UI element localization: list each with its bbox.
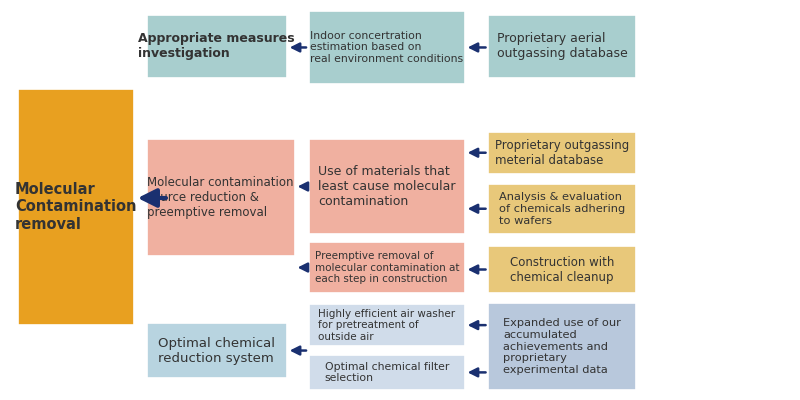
Text: Appropriate measures
investigation: Appropriate measures investigation (138, 32, 295, 60)
Text: Analysis & evaluation
of chemicals adhering
to wafers: Analysis & evaluation of chemicals adher… (499, 192, 626, 226)
Text: Expanded use of our
accumulated
achievements and
proprietary
experimental data: Expanded use of our accumulated achievem… (503, 318, 622, 375)
Text: Construction with
chemical cleanup: Construction with chemical cleanup (510, 256, 614, 284)
Text: Optimal chemical
reduction system: Optimal chemical reduction system (158, 336, 275, 364)
Text: Proprietary outgassing
meterial database: Proprietary outgassing meterial database (495, 139, 630, 167)
FancyBboxPatch shape (489, 303, 637, 390)
Text: Use of materials that
least cause molecular
contamination: Use of materials that least cause molecu… (318, 165, 455, 208)
FancyBboxPatch shape (18, 89, 134, 325)
Text: Preemptive removal of
molecular contamination at
each step in construction: Preemptive removal of molecular contamin… (314, 251, 459, 284)
FancyBboxPatch shape (489, 184, 637, 234)
Text: Proprietary aerial
outgassing database: Proprietary aerial outgassing database (497, 32, 628, 60)
Text: Indoor concertration
estimation based on
real environment conditions: Indoor concertration estimation based on… (310, 31, 463, 64)
FancyBboxPatch shape (309, 355, 465, 390)
FancyBboxPatch shape (146, 15, 287, 78)
FancyBboxPatch shape (489, 15, 637, 78)
FancyBboxPatch shape (489, 246, 637, 293)
Text: Highly efficient air washer
for pretreatment of
outside air: Highly efficient air washer for pretreat… (318, 309, 455, 342)
FancyBboxPatch shape (146, 139, 294, 256)
FancyBboxPatch shape (309, 11, 465, 84)
FancyBboxPatch shape (146, 323, 287, 378)
Text: Molecular contamination
source reduction &
preemptive removal: Molecular contamination source reduction… (147, 176, 294, 219)
Text: Optimal chemical filter
selection: Optimal chemical filter selection (325, 362, 449, 383)
FancyBboxPatch shape (489, 132, 637, 174)
FancyBboxPatch shape (309, 139, 465, 234)
FancyBboxPatch shape (309, 242, 465, 293)
Text: Molecular
Contamination
removal: Molecular Contamination removal (15, 182, 137, 232)
FancyBboxPatch shape (309, 304, 465, 346)
